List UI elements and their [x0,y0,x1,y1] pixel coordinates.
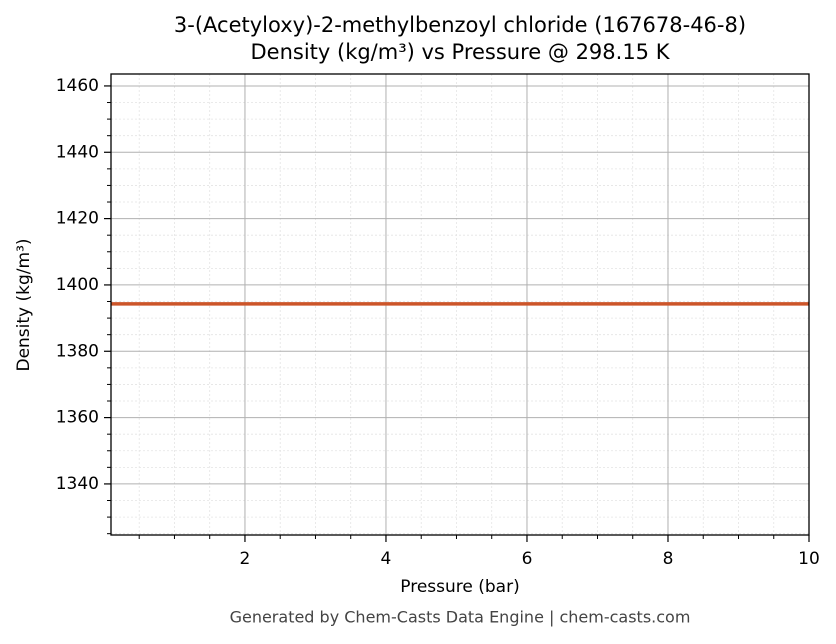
y-tick-label: 1360 [56,408,99,428]
footer: Generated by Chem-Casts Data Engine | ch… [230,608,691,627]
y-tick-label: 1340 [56,474,99,494]
chart-subtitle: Density (kg/m³) vs Pressure @ 298.15 K [250,40,670,64]
y-tick-label: 1400 [56,275,99,295]
y-tick-label: 1460 [56,76,99,96]
chart-title: 3-(Acetyloxy)-2-methylbenzoyl chloride (… [174,13,746,37]
x-tick-label: 10 [798,549,820,569]
x-tick-label: 2 [240,549,251,569]
plot-frame [110,73,810,536]
x-axis-label: Pressure (bar) [400,577,519,597]
y-tick-label: 1420 [56,209,99,229]
x-tick-label: 4 [381,549,392,569]
y-tick-label: 1440 [56,142,99,162]
y-tick-label: 1380 [56,341,99,361]
x-tick-label: 6 [522,549,533,569]
x-tick-label: 8 [663,549,674,569]
y-axis-label: Density (kg/m³) [14,238,34,371]
